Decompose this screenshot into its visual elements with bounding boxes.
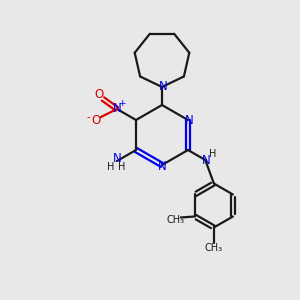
Text: N: N <box>158 160 166 172</box>
Text: N: N <box>184 113 194 127</box>
Text: +: + <box>118 98 126 107</box>
Text: H: H <box>107 162 115 172</box>
Text: N: N <box>202 154 211 166</box>
Text: H: H <box>208 149 216 159</box>
Text: N: N <box>159 80 167 92</box>
Text: CH₃: CH₃ <box>205 244 223 254</box>
Text: O: O <box>91 115 101 128</box>
Text: N: N <box>112 101 121 115</box>
Text: H: H <box>118 162 126 172</box>
Text: O: O <box>94 88 104 101</box>
Text: -: - <box>86 112 90 122</box>
Text: CH₃: CH₃ <box>167 215 185 226</box>
Text: N: N <box>112 152 121 166</box>
